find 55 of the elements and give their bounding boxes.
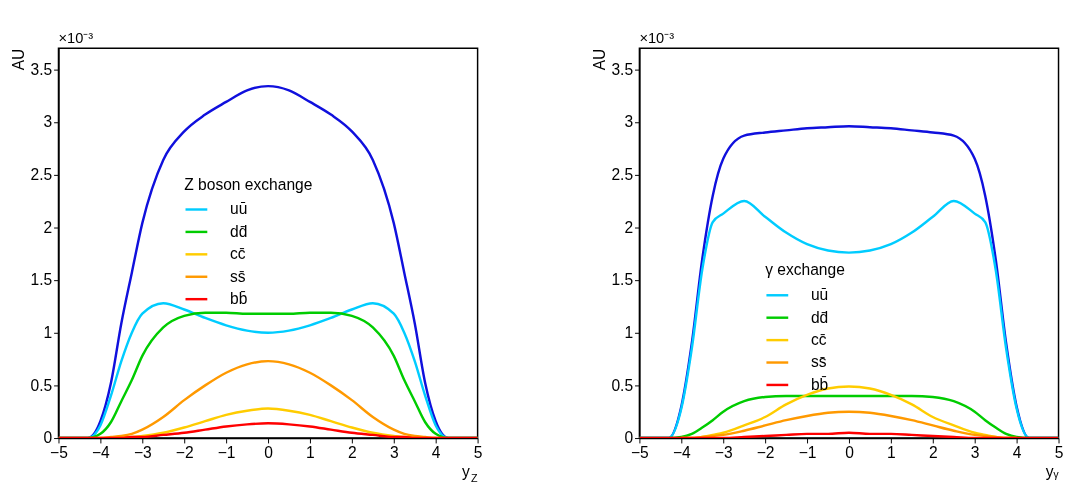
y-tick-label: 1.5 [611,271,634,289]
y-tick-label: 0 [43,429,53,447]
legend-label: uū [810,286,829,304]
x-tick-label: 3 [970,444,980,462]
x-tick-label: 4 [1012,444,1022,462]
y-tick-label: 3.5 [611,60,634,78]
y-tick-label: 0 [624,429,634,447]
x-tick-label: −5 [50,444,69,462]
x-tick-label: 2 [348,444,357,462]
legend-title: γ exchange [765,261,845,279]
y-tick-label: 2 [43,218,53,236]
x-tick-label: 5 [473,444,483,462]
y-tick-label: 1 [624,324,634,342]
x-tick-label: −3 [133,444,152,462]
y-tick-label: 0.5 [611,376,634,394]
x-tick-label: −1 [217,444,236,462]
x-tick-label: −4 [672,444,692,462]
y-tick-label: 2.5 [611,165,634,183]
legend-label: cc̄ [810,330,827,348]
legend-title: Z boson exchange [184,175,313,193]
x-tick-label: 4 [431,444,441,462]
y-tick-label: 0.5 [30,376,53,394]
x-tick-label: 1 [306,444,315,462]
x-tick-label: 2 [928,444,938,462]
x-tick-label: −2 [175,444,194,462]
legend-label: dd̄ [810,308,829,326]
legend-label: ss̄ [810,353,827,371]
x-tick-label: −2 [756,444,775,462]
legend-label: cc̄ [230,245,246,263]
x-tick-label: 0 [845,444,855,462]
x-tick-label: −3 [714,444,733,462]
legend-label: ss̄ [230,267,246,285]
legend-label: dd̄ [230,222,248,240]
y-tick-label: 1 [43,324,53,342]
y-tick-label: 2.5 [30,165,53,183]
y-tick-label: 3 [624,113,634,131]
y-axis-title: AU [9,48,27,71]
text: ×10⁻³ [58,30,94,47]
text: ×10⁻³ [639,30,675,47]
x-tick-label: 1 [887,444,896,462]
y-tick-label: 2 [624,218,634,236]
x-tick-label: 3 [389,444,399,462]
legend-label: uū [230,200,248,218]
x-tick-label: 5 [1054,444,1064,462]
y-tick-label: 3.5 [30,60,53,78]
y-tick-label: 3 [43,113,53,131]
y-axis-title: AU [590,48,608,71]
x-tick-label: 0 [264,444,274,462]
x-tick-label: −1 [798,444,817,462]
legend-label: bb̄ [230,290,248,308]
y-tick-label: 1.5 [30,271,53,289]
x-tick-label: −5 [631,444,650,462]
x-axis-title: yᵧ [1045,463,1060,481]
legend-label: bb̄ [810,375,829,393]
x-tick-label: −4 [92,444,111,462]
